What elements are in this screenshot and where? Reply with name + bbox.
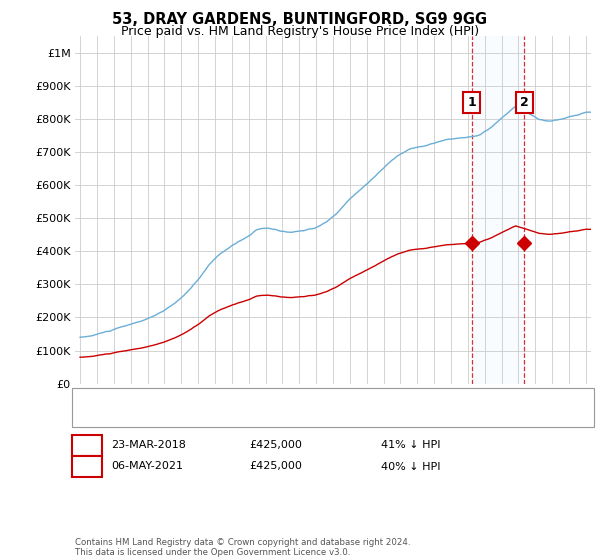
Text: 23-MAR-2018: 23-MAR-2018 xyxy=(111,440,186,450)
Text: 41% ↓ HPI: 41% ↓ HPI xyxy=(381,440,440,450)
Text: 1: 1 xyxy=(467,96,476,109)
Text: Price paid vs. HM Land Registry's House Price Index (HPI): Price paid vs. HM Land Registry's House … xyxy=(121,25,479,38)
Text: HPI: Average price, detached house, East Hertfordshire: HPI: Average price, detached house, East… xyxy=(120,410,408,420)
Text: 2: 2 xyxy=(83,460,91,473)
Text: 53, DRAY GARDENS, BUNTINGFORD, SG9 9GG (detached house): 53, DRAY GARDENS, BUNTINGFORD, SG9 9GG (… xyxy=(120,395,454,405)
Bar xyxy=(472,36,524,384)
Text: Contains HM Land Registry data © Crown copyright and database right 2024.
This d: Contains HM Land Registry data © Crown c… xyxy=(75,538,410,557)
Text: 1: 1 xyxy=(83,438,91,452)
Text: 2: 2 xyxy=(520,96,529,109)
Text: 53, DRAY GARDENS, BUNTINGFORD, SG9 9GG: 53, DRAY GARDENS, BUNTINGFORD, SG9 9GG xyxy=(112,12,488,27)
Text: 40% ↓ HPI: 40% ↓ HPI xyxy=(381,461,440,472)
Text: £425,000: £425,000 xyxy=(249,440,302,450)
Text: £425,000: £425,000 xyxy=(249,461,302,472)
Text: 06-MAY-2021: 06-MAY-2021 xyxy=(111,461,183,472)
